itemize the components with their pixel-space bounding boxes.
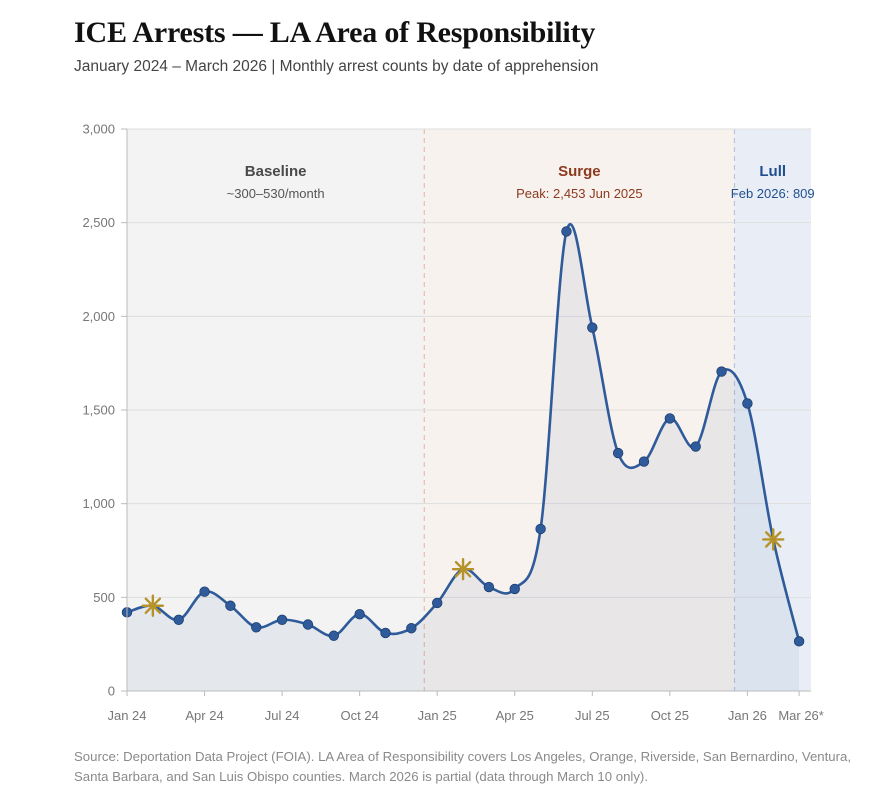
- region-subtitle-0: ~300–530/month: [227, 186, 325, 201]
- data-point-23: [716, 366, 727, 377]
- data-point-26: [793, 636, 805, 647]
- data-point-9: [354, 608, 365, 620]
- x-tick-label-1: Apr 24: [185, 708, 223, 723]
- data-point-22: [690, 441, 701, 452]
- x-tick-label-2: Jul 24: [265, 708, 300, 723]
- star-arm: [144, 597, 162, 615]
- data-point-20: [638, 456, 650, 467]
- y-tick-label-0: 0: [108, 684, 115, 699]
- x-tick-label-5: Apr 25: [496, 708, 534, 723]
- data-point-19: [612, 447, 624, 459]
- data-point-16: [535, 523, 546, 535]
- region-subtitle-1: Peak: 2,453 Jun 2025: [516, 186, 643, 201]
- star-marker-1: [141, 594, 165, 617]
- chart-data-points: [121, 226, 805, 647]
- data-point-2: [173, 614, 184, 626]
- data-point-21: [664, 413, 676, 424]
- x-tick-label-9: Mar 26*: [778, 708, 824, 723]
- data-point-10: [380, 627, 391, 639]
- data-point-14: [483, 581, 495, 593]
- data-point-15: [509, 583, 520, 595]
- data-point-6: [276, 614, 288, 626]
- x-tick-label-3: Oct 24: [341, 708, 379, 723]
- data-point-17: [561, 226, 572, 237]
- x-tick-label-6: Jul 25: [575, 708, 610, 723]
- data-point-5: [251, 622, 262, 633]
- star-arm: [764, 531, 782, 548]
- star-marker-25: [762, 528, 785, 551]
- data-point-7: [302, 619, 314, 630]
- source-note: Source: Deportation Data Project (FOIA).…: [74, 749, 851, 784]
- x-tick-label-8: Jan 26: [728, 708, 767, 723]
- data-point-4: [225, 600, 236, 611]
- series-area: [127, 224, 800, 691]
- chart-subtitle: January 2024 – March 2026 | Monthly arre…: [74, 58, 599, 75]
- region-title-0: Baseline: [245, 163, 307, 180]
- data-point-18: [587, 322, 598, 333]
- region-title-1: Surge: [558, 163, 601, 180]
- chart-title: ICE Arrests — LA Area of Responsibility: [74, 16, 596, 49]
- y-tick-label-3: 1,500: [82, 403, 115, 418]
- region-title-2: Lull: [759, 163, 786, 180]
- star-arm: [454, 560, 472, 578]
- data-point-3: [199, 586, 210, 597]
- y-tick-label-1: 500: [93, 590, 115, 605]
- data-point-12: [432, 597, 443, 609]
- chart-axes: 0 500 1,000 1,500 2,000 2,500 3,000 Jan 24 Apr 2…: [82, 122, 823, 724]
- x-tick-label-0: Jan 24: [107, 708, 146, 723]
- region-subtitle-2: Feb 2026: 809: [731, 186, 815, 201]
- chart-region-labels: Baseline ~300–530/month Surge Peak: 2,453 J…: [227, 163, 815, 201]
- x-tick-label-4: Jan 25: [418, 708, 457, 723]
- y-tick-label-6: 3,000: [82, 122, 115, 137]
- y-tick-label-4: 2,000: [82, 309, 115, 324]
- x-tick-label-7: Oct 25: [651, 708, 689, 723]
- data-point-24: [742, 398, 753, 409]
- y-tick-label-2: 1,000: [82, 496, 115, 511]
- y-tick-label-5: 2,500: [82, 215, 115, 230]
- chart-area-fill: [127, 224, 800, 691]
- data-point-8: [328, 630, 340, 641]
- star-marker-13: [451, 558, 475, 581]
- data-point-11: [406, 623, 417, 634]
- line-chart: Baseline ~300–530/month Surge Peak: 2,453 J…: [82, 122, 823, 724]
